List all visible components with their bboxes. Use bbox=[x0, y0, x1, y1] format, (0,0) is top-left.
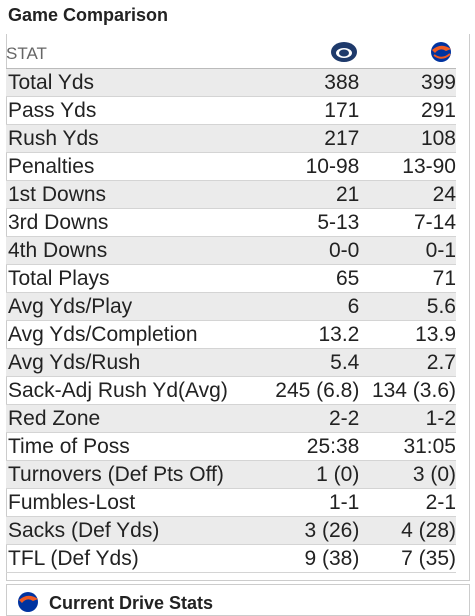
stat-value: 25:38 bbox=[262, 432, 360, 461]
stat-name: 4th Downs bbox=[6, 236, 263, 265]
section-title: Game Comparison bbox=[8, 5, 169, 25]
stat-value: 4 (28) bbox=[359, 516, 456, 545]
stat-row: TFL (Def Yds) 9 (38) 7 (35) bbox=[6, 544, 456, 573]
stat-row: Total Plays 65 71 bbox=[6, 264, 456, 293]
stat-name: Fumbles-Lost bbox=[6, 488, 263, 517]
stat-name: TFL (Def Yds) bbox=[6, 544, 263, 573]
page: Game Comparison STAT Total Yds 388 399 Pass… bbox=[6, 5, 470, 616]
stat-value: 13.2 bbox=[262, 320, 360, 349]
stat-name: 3rd Downs bbox=[6, 208, 263, 237]
stat-value: 10-98 bbox=[262, 152, 360, 181]
stat-row: 4th Downs 0-0 0-1 bbox=[6, 236, 456, 265]
stat-name: Avg Yds/Rush bbox=[6, 348, 263, 377]
stat-name: Pass Yds bbox=[6, 96, 263, 125]
next-panel: Current Drive Stats bbox=[6, 584, 470, 616]
stat-row: Turnovers (Def Pts Off) 1 (0) 3 (0) bbox=[6, 460, 456, 489]
logo-away bbox=[431, 41, 451, 62]
stat-value: 2-2 bbox=[262, 404, 360, 433]
stat-row: Rush Yds 217 108 bbox=[6, 124, 456, 153]
stat-value: 108 bbox=[359, 124, 456, 153]
stat-name: Avg Yds/Completion bbox=[6, 320, 263, 349]
stat-value: 5.4 bbox=[262, 348, 360, 377]
logo-away bbox=[18, 592, 38, 612]
stat-value: 5.6 bbox=[359, 292, 456, 321]
stat-row: Fumbles-Lost 1-1 2-1 bbox=[6, 488, 456, 517]
stat-value: 9 (38) bbox=[262, 544, 360, 573]
stat-value: 7 (35) bbox=[359, 544, 456, 573]
stat-name: Avg Yds/Play bbox=[6, 292, 263, 321]
section-title: Current Drive Stats bbox=[49, 593, 214, 613]
stat-value: 399 bbox=[359, 68, 456, 97]
stat-value: 3 (0) bbox=[359, 460, 456, 489]
stat-value: 0-1 bbox=[359, 236, 456, 265]
stat-row: Time of Poss 25:38 31:05 bbox=[6, 432, 456, 461]
stat-name: Time of Poss bbox=[6, 432, 263, 461]
team-logo bbox=[262, 40, 360, 69]
team-logo bbox=[359, 40, 456, 69]
comparison-table: STAT Total Yds 388 399 Pass Yds 171 291 Rush Y… bbox=[6, 40, 456, 573]
stat-value: 171 bbox=[262, 96, 360, 125]
stat-row: 3rd Downs 5-13 7-14 bbox=[6, 208, 456, 237]
stat-value: 13.9 bbox=[359, 320, 456, 349]
stat-value: 217 bbox=[262, 124, 360, 153]
stat-header: STAT bbox=[6, 40, 263, 69]
stat-row: Sacks (Def Yds) 3 (26) 4 (28) bbox=[6, 516, 456, 545]
stat-row: 1st Downs 21 24 bbox=[6, 180, 456, 209]
stat-value: 291 bbox=[359, 96, 456, 125]
stat-row: Pass Yds 171 291 bbox=[6, 96, 456, 125]
stat-row: Sack-Adj Rush Yd(Avg) 245 (6.8) 134 (3.6) bbox=[6, 376, 456, 405]
stat-value: 21 bbox=[262, 180, 360, 209]
stat-name: Sacks (Def Yds) bbox=[6, 516, 263, 545]
stat-row: Avg Yds/Rush 5.4 2.7 bbox=[6, 348, 456, 377]
stat-value: 24 bbox=[359, 180, 456, 209]
stat-value: 245 (6.8) bbox=[262, 376, 360, 405]
stat-value: 31:05 bbox=[359, 432, 456, 461]
stat-value: 1 (0) bbox=[262, 460, 360, 489]
stat-name: Total Yds bbox=[6, 68, 263, 97]
stat-value: 7-14 bbox=[359, 208, 456, 237]
stat-name: Penalties bbox=[6, 152, 263, 181]
stat-name: Turnovers (Def Pts Off) bbox=[6, 460, 263, 489]
logo-home bbox=[331, 41, 358, 62]
stat-value: 6 bbox=[262, 292, 360, 321]
header-row: STAT bbox=[6, 40, 456, 69]
stat-value: 3 (26) bbox=[262, 516, 360, 545]
stat-value: 1-1 bbox=[262, 488, 360, 517]
stat-row: Avg Yds/Play 6 5.6 bbox=[6, 292, 456, 321]
stat-row: Red Zone 2-2 1-2 bbox=[6, 404, 456, 433]
stat-value: 134 (3.6) bbox=[359, 376, 456, 405]
stat-name: Rush Yds bbox=[6, 124, 263, 153]
stat-value: 65 bbox=[262, 264, 360, 293]
stat-value: 1-2 bbox=[359, 404, 456, 433]
stat-row: Penalties 10-98 13-90 bbox=[6, 152, 456, 181]
stat-value: 13-90 bbox=[359, 152, 456, 181]
stat-value: 0-0 bbox=[262, 236, 360, 265]
stat-value: 71 bbox=[359, 264, 456, 293]
stat-name: 1st Downs bbox=[6, 180, 263, 209]
stat-value: 5-13 bbox=[262, 208, 360, 237]
stat-name: Sack-Adj Rush Yd(Avg) bbox=[6, 376, 263, 405]
stat-row: Avg Yds/Completion 13.2 13.9 bbox=[6, 320, 456, 349]
stat-value: 2-1 bbox=[359, 488, 456, 517]
stat-name: Red Zone bbox=[6, 404, 263, 433]
stat-value: 2.7 bbox=[359, 348, 456, 377]
stat-name: Total Plays bbox=[6, 264, 263, 293]
stat-value: 388 bbox=[262, 68, 360, 97]
stat-row: Total Yds 388 399 bbox=[6, 68, 456, 97]
